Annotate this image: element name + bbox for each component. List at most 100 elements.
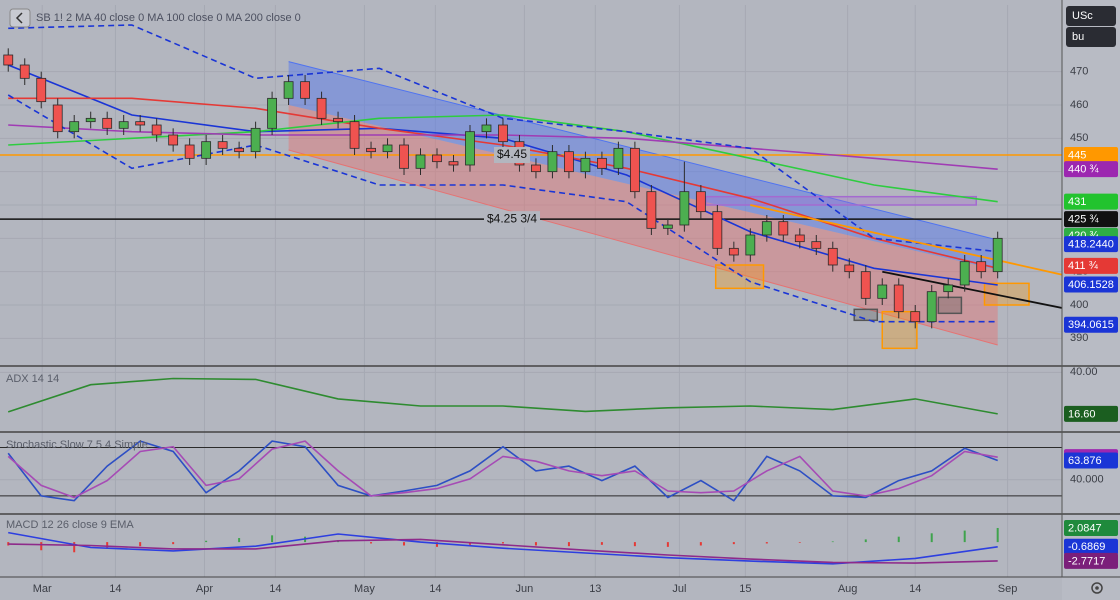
candle-body xyxy=(695,191,706,213)
pane-title: MACD 12 26 close 9 EMA xyxy=(6,519,134,531)
candle-body xyxy=(629,147,640,193)
histogram-bar xyxy=(996,527,999,543)
candle-body xyxy=(465,131,475,166)
currency-box[interactable] xyxy=(1066,6,1116,26)
trend-line xyxy=(750,204,1062,276)
histogram-bar xyxy=(436,542,439,547)
histogram-bar xyxy=(897,536,900,543)
x-tick-label: Sep xyxy=(998,583,1018,595)
legend-text: SB 1! 2 MA 40 close 0 MA 100 close 0 MA … xyxy=(36,12,301,24)
histogram-bar xyxy=(765,542,768,544)
histogram-bar xyxy=(73,542,76,553)
histogram-bar xyxy=(567,542,570,547)
indicator-pane xyxy=(0,371,1062,415)
candle-body xyxy=(135,121,146,126)
x-tick-label: 14 xyxy=(909,583,921,595)
back-icon xyxy=(15,12,23,24)
candle-body xyxy=(712,211,723,249)
candle-body xyxy=(877,284,888,299)
value-tag-label: 394.0615 xyxy=(1068,319,1114,331)
histogram-bar xyxy=(172,542,175,545)
value-tag-label: -0.6869 xyxy=(1068,541,1105,553)
candle-body xyxy=(844,264,855,273)
settings-icon[interactable] xyxy=(1091,582,1103,594)
box xyxy=(705,195,977,206)
value-tag xyxy=(1064,161,1118,178)
candle-body xyxy=(910,311,921,323)
y-tick-label: 470 xyxy=(1070,66,1088,78)
candle-body xyxy=(662,224,673,229)
candle-body xyxy=(366,147,376,153)
candle-body xyxy=(893,284,904,313)
histogram-bar xyxy=(534,542,537,546)
candle-body xyxy=(564,151,574,173)
candle-body xyxy=(778,221,789,236)
value-tag-label: 16.60 xyxy=(1068,408,1096,420)
band-line xyxy=(8,24,998,253)
candle-body xyxy=(85,117,96,123)
candle-body xyxy=(151,124,162,136)
back-button[interactable] xyxy=(9,8,31,28)
value-tag xyxy=(1064,236,1118,253)
unit-box[interactable] xyxy=(1066,27,1116,47)
candle-body xyxy=(959,261,970,286)
candle-body xyxy=(349,121,360,149)
candle-body xyxy=(432,154,442,163)
value-tag xyxy=(1064,538,1118,555)
candle-body xyxy=(234,147,245,153)
macd-pane xyxy=(7,527,999,565)
histogram-bar xyxy=(370,542,373,544)
indicator-pane xyxy=(0,440,1062,502)
value-tag xyxy=(1064,405,1118,422)
value-tag-label: 418.2440 xyxy=(1068,239,1114,251)
value-tag-label: 411 ¾ xyxy=(1068,260,1099,272)
box xyxy=(853,308,879,322)
candle-body xyxy=(102,117,113,129)
x-tick-label: 15 xyxy=(739,583,751,595)
candle-body xyxy=(613,147,624,169)
x-tick-label: 13 xyxy=(589,583,601,595)
candle-body xyxy=(827,247,838,266)
y-tick-label: 390 xyxy=(1070,332,1088,344)
candle-body xyxy=(19,64,30,79)
histogram-bar xyxy=(501,542,504,544)
histogram-bar xyxy=(963,530,966,543)
candle-body xyxy=(976,261,987,273)
y-tick-label: 450 xyxy=(1070,132,1088,144)
annotation: $4.25 3/4 xyxy=(487,211,537,225)
value-tag xyxy=(1064,257,1118,274)
channel-upper xyxy=(288,61,998,271)
candle-body xyxy=(531,164,541,173)
value-tag-label: -2.7717 xyxy=(1068,555,1105,567)
annotation-bg xyxy=(493,147,531,163)
candle-body xyxy=(283,81,294,99)
candle-body xyxy=(761,221,772,236)
candle-body xyxy=(728,247,739,256)
value-tag-label: 440 ¾ xyxy=(1068,164,1099,176)
x-tick-label: May xyxy=(354,583,375,595)
histogram-bar xyxy=(864,539,867,543)
candle-body xyxy=(745,234,756,256)
price-axis-area xyxy=(1062,0,1120,600)
pane-title: ADX 14 14 xyxy=(6,373,59,385)
currency: USc xyxy=(1072,10,1093,22)
candle-body xyxy=(415,154,426,169)
box xyxy=(714,264,765,290)
x-tick-label: Mar xyxy=(33,583,52,595)
value-tag xyxy=(1064,552,1118,569)
candle-body xyxy=(860,271,871,299)
candle-body xyxy=(168,134,179,146)
x-tick-label: 14 xyxy=(269,583,281,595)
value-tag-label: 445 xyxy=(1068,149,1086,161)
candle-body xyxy=(399,144,409,169)
candle-body xyxy=(217,141,228,149)
candle-body xyxy=(36,77,47,103)
value-tag-label: 2.0847 xyxy=(1068,522,1102,534)
x-tick-label: Jul xyxy=(672,583,686,595)
candle-body xyxy=(69,121,80,133)
histogram-bar xyxy=(403,542,406,546)
candle-body xyxy=(316,97,327,119)
trend-line xyxy=(882,270,1062,309)
candle-body xyxy=(547,151,558,173)
